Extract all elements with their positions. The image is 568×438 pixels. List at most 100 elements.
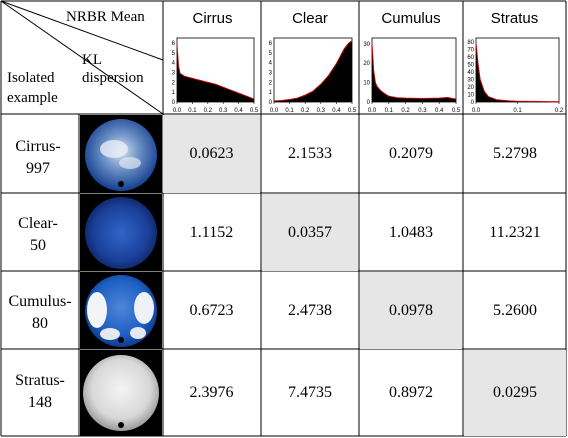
table-cell-stratus-stratus: 0.0295 xyxy=(464,350,566,436)
histogram-chart-cirrus: 0.0 0.1 0.2 0.3 0.4 0.5 0 1 2 3 4 5 6 xyxy=(172,37,259,114)
x-tick-label: 0.2 xyxy=(301,108,310,114)
table-cell-cirrus-clear: 2.1533 xyxy=(288,145,332,162)
y-tick-label: 20 xyxy=(467,85,474,91)
corner-label-nrbr-mean: NRBR Mean xyxy=(66,9,145,25)
row-label-line-1: Clear- xyxy=(18,215,58,232)
table-cell-stratus-cumulus: 0.8972 xyxy=(389,384,433,401)
x-tick-label: 0.4 xyxy=(234,108,243,114)
row-label-line-2: 148 xyxy=(28,394,52,411)
y-tick-label: 5 xyxy=(269,51,273,57)
row-label-clear-50: Clear- 50 xyxy=(2,213,74,257)
table-cell-cirrus-cumulus: 0.2079 xyxy=(389,145,433,162)
y-tick-label: 80 xyxy=(467,40,474,46)
y-tick-label: 3 xyxy=(172,70,176,76)
row-label-line-1: Cirrus- xyxy=(15,138,61,155)
row-label-line-1: Cumulus- xyxy=(8,293,72,310)
row-label-line-2: 997 xyxy=(26,160,50,177)
y-tick-label: 10 xyxy=(467,92,474,98)
sky-image-cumulus xyxy=(80,272,162,349)
table-cell-cirrus-stratus: 5.2798 xyxy=(493,145,537,162)
sky-image-stratus xyxy=(80,350,162,436)
column-header-cirrus: Cirrus xyxy=(192,10,233,27)
y-tick-label: 0 xyxy=(367,100,371,106)
corner-label-example: example xyxy=(7,90,58,106)
x-tick-label: 0.2 xyxy=(204,108,213,114)
row-label-cirrus-997: Cirrus- 997 xyxy=(2,136,74,180)
corner-label-kl: KL xyxy=(82,52,102,68)
x-tick-label: 0.3 xyxy=(317,108,326,114)
density-curve xyxy=(371,43,457,100)
y-tick-label: 30 xyxy=(363,42,370,48)
y-tick-label: 6 xyxy=(269,41,273,47)
histogram-area xyxy=(274,40,352,102)
histogram-area xyxy=(476,43,559,102)
table-cell-cumulus-stratus: 5.2600 xyxy=(493,301,537,319)
x-tick-label: 0.0 xyxy=(270,108,279,114)
x-tick-label: 0.1 xyxy=(513,108,522,114)
table-cell-cumulus-cirrus: 0.6723 xyxy=(189,301,234,319)
histogram-area xyxy=(177,44,254,102)
table-cell-cirrus-cirrus: 0.0623 xyxy=(163,115,260,193)
y-tick-label: 0 xyxy=(172,100,176,106)
density-curve xyxy=(176,44,255,100)
table-cell-clear-cirrus: 1.1152 xyxy=(189,223,234,241)
x-tick-label: 0.5 xyxy=(250,108,259,114)
y-tick-label: 70 xyxy=(467,47,474,53)
x-tick-label: 0.0 xyxy=(173,108,182,114)
y-tick-label: 3 xyxy=(269,70,273,76)
column-header-cumulus: Cumulus xyxy=(381,10,441,27)
row-label-line-2: 50 xyxy=(30,237,46,254)
plot-frame xyxy=(371,37,457,103)
corner-diagonal-1 xyxy=(0,0,164,61)
row-label-cumulus-80: Cumulus- 80 xyxy=(2,291,78,335)
y-tick-label: 2 xyxy=(172,80,176,86)
histogram-chart-clear: 0.0 0.1 0.2 0.3 0.4 0.5 0 1 2 3 4 5 6 xyxy=(269,37,357,114)
row-label-line-2: 80 xyxy=(32,315,48,332)
density-curve xyxy=(273,40,353,102)
density-curve xyxy=(475,43,560,103)
x-tick-label: 0.0 xyxy=(472,108,481,114)
row-label-stratus-148: Stratus- 148 xyxy=(2,370,78,414)
x-tick-label: 0.3 xyxy=(219,108,228,114)
x-tick-label: 0.0 xyxy=(368,108,377,114)
y-tick-label: 5 xyxy=(172,51,176,57)
x-tick-label: 0.2 xyxy=(401,108,410,114)
table-cell-cumulus-cumulus: 0.0978 xyxy=(360,272,462,349)
x-tick-label: 0.1 xyxy=(385,108,394,114)
table-cell-stratus-clear: 7.4735 xyxy=(288,384,332,401)
corner-label-dispersion: dispersion xyxy=(82,70,144,86)
column-header-clear: Clear xyxy=(292,10,328,27)
column-header-stratus: Stratus xyxy=(490,10,539,27)
table-cell-clear-cumulus: 1.0483 xyxy=(389,223,433,241)
x-tick-label: 0.5 xyxy=(348,108,357,114)
x-tick-label: 0.3 xyxy=(418,108,427,114)
y-tick-label: 6 xyxy=(172,41,176,47)
x-tick-label: 0.1 xyxy=(188,108,197,114)
x-tick-label: 0.2 xyxy=(555,108,564,114)
corner-diagonal-2 xyxy=(0,0,164,115)
y-tick-label: 2 xyxy=(269,80,273,86)
sky-image-clear xyxy=(80,194,162,271)
histogram-area xyxy=(372,43,456,102)
y-tick-label: 10 xyxy=(363,81,370,87)
y-tick-label: 4 xyxy=(172,61,176,67)
plot-frame xyxy=(475,37,560,103)
table-cell-clear-clear: 0.0357 xyxy=(262,194,358,271)
table-cell-clear-stratus: 11.2321 xyxy=(489,223,541,241)
y-tick-label: 30 xyxy=(467,77,474,83)
x-tick-label: 0.4 xyxy=(332,108,341,114)
y-tick-label: 1 xyxy=(172,90,176,96)
histogram-chart-cumulus: 0.0 0.1 0.2 0.3 0.4 0.5 0 10 20 30 xyxy=(363,37,461,114)
table-cell-cumulus-clear: 2.4738 xyxy=(288,301,332,319)
x-tick-label: 0.4 xyxy=(435,108,444,114)
y-tick-label: 1 xyxy=(269,90,273,96)
y-tick-label: 40 xyxy=(467,70,474,76)
table-cell-stratus-cirrus: 2.3976 xyxy=(189,384,234,401)
y-tick-label: 50 xyxy=(467,62,474,68)
corner-label-isolated: Isolated xyxy=(7,70,55,86)
sky-image-cirrus xyxy=(80,115,162,193)
x-tick-label: 0.1 xyxy=(285,108,294,114)
